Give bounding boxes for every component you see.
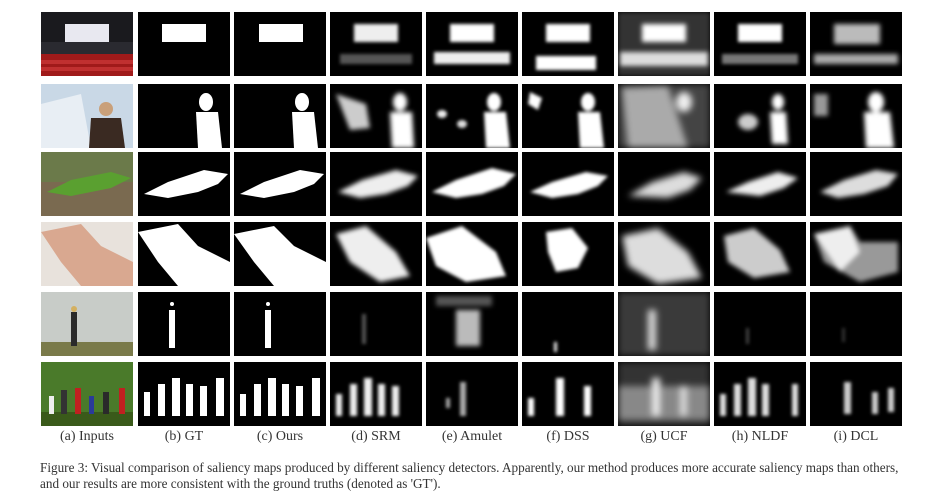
ucf-map-man-snow (618, 84, 710, 148)
ours-map-cornfield-people (234, 362, 326, 426)
gt-map-man-snow (138, 84, 230, 148)
nldf-map-lizard (714, 152, 806, 216)
figure-caption: Figure 3: Visual comparison of saliency … (40, 460, 899, 491)
gt-map-cinema (138, 12, 230, 76)
ours-map-fence-person (234, 292, 326, 356)
column-label-gt: (b) GT (164, 429, 204, 444)
dcl-map-lizard (810, 152, 902, 216)
gt-map-hands (138, 222, 230, 286)
column-label-ours: (c) Ours (256, 429, 304, 444)
srm-map-hands (330, 222, 422, 286)
nldf-map-cinema (714, 12, 806, 76)
dcl-map-cinema (810, 12, 902, 76)
ucf-map-cinema (618, 12, 710, 76)
amulet-map-fence-person (426, 292, 518, 356)
ucf-map-lizard (618, 152, 710, 216)
srm-map-cornfield-people (330, 362, 422, 426)
ours-map-lizard (234, 152, 326, 216)
dcl-map-fence-person (810, 292, 902, 356)
input-image-hands (41, 222, 133, 286)
nldf-map-hands (714, 222, 806, 286)
column-label-ucf: (g) UCF (640, 429, 688, 444)
nldf-map-cornfield-people (714, 362, 806, 426)
gt-map-fence-person (138, 292, 230, 356)
nldf-map-fence-person (714, 292, 806, 356)
gt-map-cornfield-people (138, 362, 230, 426)
gt-map-lizard (138, 152, 230, 216)
ours-map-man-snow (234, 84, 326, 148)
column-label-srm: (d) SRM (351, 429, 401, 444)
ours-map-cinema (234, 12, 326, 76)
srm-map-lizard (330, 152, 422, 216)
dss-map-cornfield-people (522, 362, 614, 426)
amulet-map-cinema (426, 12, 518, 76)
ours-map-hands (234, 222, 326, 286)
srm-map-man-snow (330, 84, 422, 148)
ucf-map-fence-person (618, 292, 710, 356)
column-label-dss: (f) DSS (546, 429, 590, 444)
dcl-map-cornfield-people (810, 362, 902, 426)
dss-map-man-snow (522, 84, 614, 148)
dss-map-lizard (522, 152, 614, 216)
column-label-dcl: (i) DCL (833, 429, 879, 444)
dss-map-cinema (522, 12, 614, 76)
dss-map-fence-person (522, 292, 614, 356)
column-label-amulet: (e) Amulet (441, 429, 503, 444)
ucf-map-hands (618, 222, 710, 286)
amulet-map-lizard (426, 152, 518, 216)
amulet-map-man-snow (426, 84, 518, 148)
nldf-map-man-snow (714, 84, 806, 148)
input-image-cinema (41, 12, 133, 76)
srm-map-cinema (330, 12, 422, 76)
column-label-nldf: (h) NLDF (731, 429, 789, 444)
input-image-cornfield-people (41, 362, 133, 426)
ucf-map-cornfield-people (618, 362, 710, 426)
input-image-fence-person (41, 292, 133, 356)
input-image-lizard (41, 152, 133, 216)
dss-map-hands (522, 222, 614, 286)
srm-map-fence-person (330, 292, 422, 356)
column-label-inputs: (a) Inputs (59, 429, 115, 444)
dcl-map-hands (810, 222, 902, 286)
amulet-map-cornfield-people (426, 362, 518, 426)
amulet-map-hands (426, 222, 518, 286)
input-image-man-snow (41, 84, 133, 148)
dcl-map-man-snow (810, 84, 902, 148)
